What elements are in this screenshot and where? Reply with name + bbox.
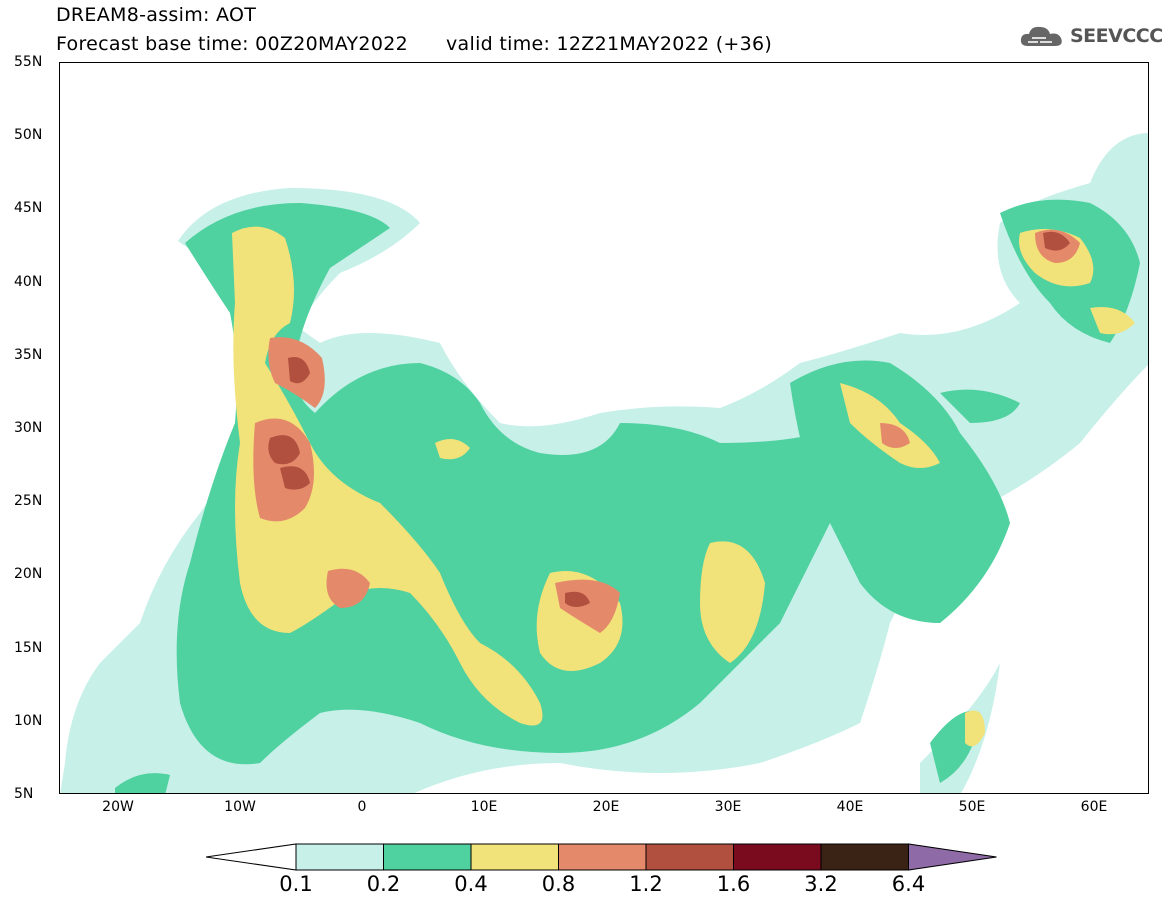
lon-tick-label: 60E: [1080, 799, 1108, 815]
colorbar-min-arrow: [205, 843, 297, 871]
lon-tick-label: 10W: [224, 799, 256, 815]
map-area: [59, 62, 1149, 794]
colorbar-max-arrow: [908, 843, 997, 871]
lat-tick-label: 25N: [14, 493, 43, 510]
colorbar-swatch: [645, 843, 734, 871]
aot-layer-1.2: [268, 231, 1070, 607]
lat-tick-label: 50N: [14, 127, 43, 144]
seevccc-logo: SEEVCCC: [1018, 22, 1163, 50]
map-subtitle: Forecast base time: 00Z20MAY2022 valid t…: [56, 33, 773, 55]
lat-tick-label: 20N: [14, 566, 43, 583]
colorbar-tick-label: 0.8: [541, 872, 576, 896]
colorbar-swatch: [820, 843, 909, 871]
colorbar-tick-label: 0.4: [454, 872, 488, 896]
lat-tick-label: 45N: [14, 200, 43, 217]
aot-map: [60, 133, 1148, 793]
colorbar-tick-label: 1.6: [716, 872, 751, 896]
colorbar-tick-label: 1.2: [629, 872, 663, 896]
lat-tick-label: 30N: [14, 420, 43, 436]
lon-tick-label: 10E: [470, 799, 498, 815]
lon-tick-label: 0: [357, 799, 367, 815]
lat-tick-label: 5N: [14, 786, 34, 802]
colorbar-swatch: [558, 843, 647, 871]
colorbar-swatch: [383, 843, 472, 871]
colorbar-swatch: [733, 843, 822, 871]
logo-text: SEEVCCC: [1070, 25, 1163, 47]
lon-tick-label: 40E: [836, 799, 864, 815]
lon-tick-label: 20E: [592, 799, 620, 815]
colorbar-tick-label: 0.2: [366, 872, 401, 896]
lat-tick-label: 55N: [14, 54, 43, 70]
lon-tick-label: 30E: [714, 799, 742, 815]
map-title: DREAM8-assim: AOT: [56, 4, 257, 26]
colorbar-tick-label: 3.2: [804, 872, 838, 896]
lon-tick-label: 50E: [958, 799, 986, 815]
colorbar-tick-label: 6.4: [891, 872, 926, 896]
cloud-icon: [1020, 26, 1062, 46]
colorbar-swatches: [205, 843, 997, 871]
lat-tick-label: 15N: [14, 639, 43, 656]
lat-tick-label: 40N: [14, 273, 43, 290]
colorbar-swatch: [295, 843, 384, 871]
lat-tick-label: 10N: [14, 712, 43, 729]
colorbar-swatch: [470, 843, 559, 871]
lat-tick-label: 35N: [14, 346, 43, 363]
colorbar: [205, 842, 998, 872]
colorbar-tick-label: 0.1: [279, 872, 313, 896]
lon-tick-label: 20W: [102, 799, 134, 815]
